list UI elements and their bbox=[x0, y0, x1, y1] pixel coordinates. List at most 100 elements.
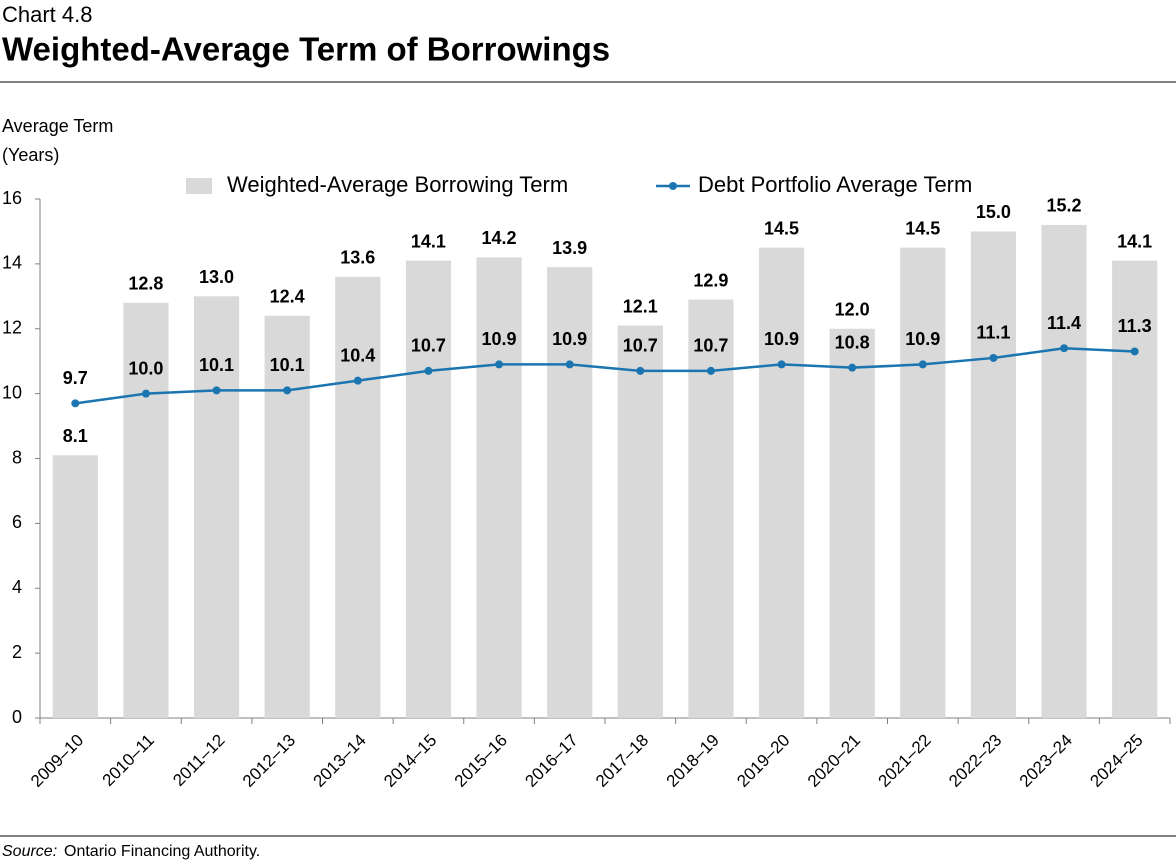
bar bbox=[193, 296, 240, 718]
x-tick-label: 2018–19 bbox=[663, 731, 723, 791]
bar-value-label: 14.5 bbox=[764, 218, 799, 238]
bar bbox=[547, 267, 593, 718]
y-tick-label: 16 bbox=[2, 188, 22, 208]
line-point bbox=[424, 366, 433, 375]
line-point bbox=[353, 376, 362, 385]
bar-value-label: 12.9 bbox=[693, 270, 728, 290]
bar bbox=[123, 302, 169, 718]
x-tick-label: 2015–16 bbox=[451, 731, 511, 791]
bar-value-label: 13.9 bbox=[552, 238, 587, 258]
y-tick-label: 10 bbox=[2, 382, 22, 402]
line-value-label: 10.0 bbox=[128, 358, 163, 378]
bar bbox=[264, 315, 310, 718]
x-tick-label: 2024–25 bbox=[1086, 731, 1146, 791]
bar-value-label: 12.0 bbox=[835, 300, 870, 320]
bar bbox=[1041, 224, 1087, 718]
x-tick-label: 2010–11 bbox=[99, 731, 158, 790]
line-value-label: 11.3 bbox=[1118, 316, 1152, 336]
x-tick-label: 2023–24 bbox=[1016, 731, 1076, 791]
bar-value-label: 14.5 bbox=[905, 218, 940, 238]
line-value-label: 10.7 bbox=[411, 336, 446, 356]
bar bbox=[617, 325, 663, 718]
line-value-label: 11.1 bbox=[976, 323, 1010, 343]
bar-value-label: 13.6 bbox=[340, 248, 375, 268]
chart-subtitle: Weighted-Average Term of Borrowings bbox=[2, 31, 610, 68]
x-tick-label: 2009–10 bbox=[27, 731, 87, 791]
line-point bbox=[283, 386, 292, 395]
line-point bbox=[918, 360, 927, 369]
bar-value-label: 12.1 bbox=[623, 296, 658, 316]
line-point bbox=[495, 360, 504, 369]
bar-value-label: 14.1 bbox=[1117, 231, 1152, 251]
bar bbox=[758, 247, 805, 718]
line-value-label: 9.7 bbox=[63, 368, 88, 388]
x-tick-label: 2013–14 bbox=[310, 731, 370, 791]
line-value-label: 10.1 bbox=[199, 355, 234, 375]
source: Ontario Financing Authority. bbox=[64, 843, 260, 860]
x-tick-label: 2021–22 bbox=[875, 731, 935, 791]
line-value-label: 10.4 bbox=[340, 345, 375, 365]
line bbox=[75, 346, 1135, 405]
bar bbox=[405, 260, 452, 718]
y-axis-label: (Years) bbox=[2, 145, 59, 165]
bar-value-label: 12.8 bbox=[128, 274, 163, 294]
bar bbox=[1112, 260, 1158, 718]
line-point bbox=[636, 366, 645, 375]
line-value-label: 10.1 bbox=[270, 355, 305, 375]
y-tick-label: 4 bbox=[12, 577, 22, 597]
line-point bbox=[848, 363, 857, 372]
bar bbox=[476, 257, 522, 718]
bar-value-label: 15.2 bbox=[1047, 196, 1082, 216]
bar bbox=[829, 328, 875, 718]
x-tick-label: 2022–23 bbox=[945, 731, 1005, 791]
line-point bbox=[71, 399, 80, 408]
x-tick-label: 2020–21 bbox=[804, 731, 864, 791]
bar bbox=[335, 276, 381, 718]
y-tick-label: 2 bbox=[12, 642, 22, 662]
bar-value-label: 8.1 bbox=[63, 426, 88, 446]
bar bbox=[970, 231, 1017, 718]
bar-value-label: 13.0 bbox=[199, 267, 234, 287]
bar-value-label: 15.0 bbox=[976, 202, 1011, 222]
line-point bbox=[565, 360, 574, 369]
line-point bbox=[1130, 347, 1139, 356]
legend-swatch bbox=[186, 178, 212, 194]
legend-swatch bbox=[669, 182, 677, 190]
line-value-label: 10.7 bbox=[623, 336, 658, 356]
y-tick-label: 14 bbox=[2, 253, 22, 273]
y-tick-label: 6 bbox=[12, 512, 22, 532]
y-tick-label: 12 bbox=[2, 318, 22, 338]
bar bbox=[900, 247, 946, 718]
line-value-label: 10.9 bbox=[764, 329, 799, 349]
line-point bbox=[777, 360, 786, 369]
line-value-label: 10.9 bbox=[905, 329, 940, 349]
line-point bbox=[212, 386, 221, 395]
line-point bbox=[1060, 344, 1069, 353]
x-tick-label: 2016–17 bbox=[521, 731, 581, 791]
x-tick-label: 2017–18 bbox=[592, 731, 652, 791]
line-value-label: 10.8 bbox=[835, 332, 870, 352]
bar-value-label: 12.4 bbox=[270, 287, 305, 307]
line-point bbox=[706, 366, 715, 375]
x-tick-label: 2019–20 bbox=[733, 731, 793, 791]
x-tick-label: 2014–15 bbox=[380, 731, 440, 791]
bar-value-label: 14.2 bbox=[482, 228, 517, 248]
bar bbox=[52, 455, 98, 718]
line-value-label: 10.9 bbox=[482, 329, 517, 349]
line-value-label: 11.4 bbox=[1047, 313, 1081, 333]
chart-title: Chart 4.8 bbox=[2, 2, 93, 27]
bar bbox=[688, 299, 734, 718]
line-point bbox=[989, 353, 998, 362]
bar-value-label: 14.1 bbox=[411, 231, 446, 251]
x-tick-label: 2011–12 bbox=[169, 731, 228, 790]
line-point bbox=[141, 389, 150, 398]
y-axis-label: Average Term bbox=[2, 116, 113, 136]
legend-label: Weighted-Average Borrowing Term bbox=[227, 172, 568, 197]
legend-label: Debt Portfolio Average Term bbox=[698, 172, 972, 197]
line-value-label: 10.9 bbox=[552, 329, 587, 349]
x-tick-label: 2012–13 bbox=[239, 731, 299, 791]
y-tick-label: 8 bbox=[12, 447, 22, 467]
y-tick-label: 0 bbox=[12, 707, 22, 727]
line-value-label: 10.7 bbox=[693, 336, 728, 356]
